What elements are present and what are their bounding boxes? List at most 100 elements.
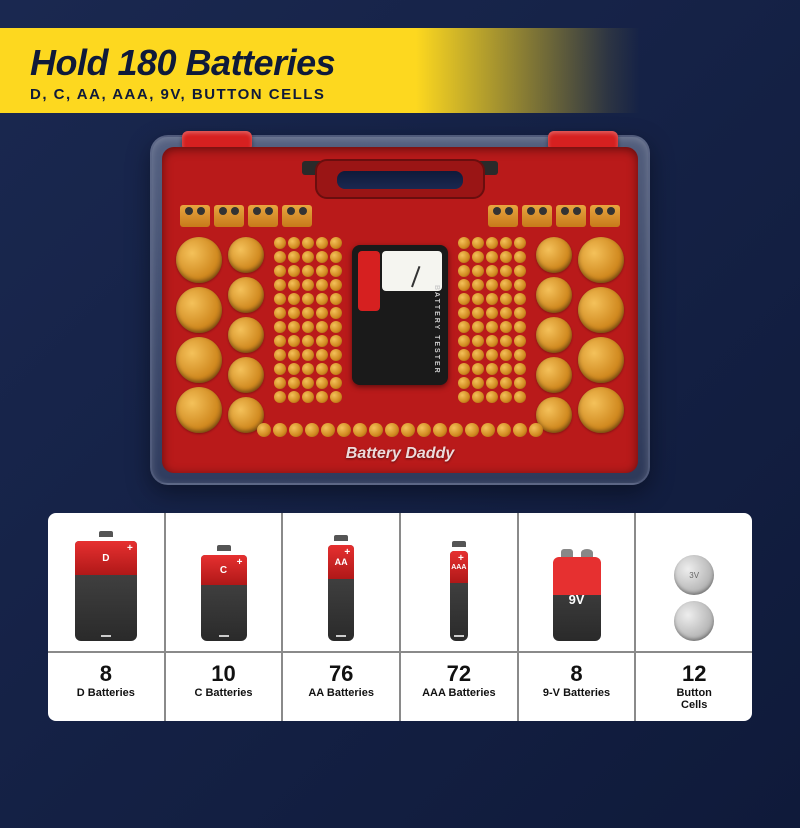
aa-cell-icon (500, 265, 512, 277)
aa-cell-icon (302, 377, 314, 389)
ninev-group (180, 205, 312, 227)
ninev-icon (488, 205, 518, 227)
c-cell-column (228, 237, 264, 433)
aa-cell-icon (288, 307, 300, 319)
brand-label: Battery Daddy (346, 445, 454, 463)
aa-cell-icon (330, 293, 342, 305)
aa-cell-icon (514, 321, 526, 333)
aa-cell-icon (458, 335, 470, 347)
aa-cell-icon (288, 391, 300, 403)
aa-cell-icon (274, 391, 286, 403)
tester-label: BATTERY TESTER (433, 285, 440, 375)
aa-cell-icon (302, 307, 314, 319)
aa-cell-icon (514, 307, 526, 319)
aa-cell-icon (458, 321, 470, 333)
aa-cell-icon (500, 391, 512, 403)
aa-cell-icon (353, 423, 367, 437)
aa-bottom-row (257, 423, 543, 437)
aa-cell-icon (514, 363, 526, 375)
spec-cell-c: + 10 C Batteries (166, 513, 284, 721)
aa-cell-icon (514, 279, 526, 291)
aa-cell-icon (330, 321, 342, 333)
aa-cell-icon (274, 349, 286, 361)
ninev-icon (214, 205, 244, 227)
ninev-icon (248, 205, 278, 227)
aa-cell-icon (316, 335, 328, 347)
aa-cell-icon (316, 321, 328, 333)
aa-cell-icon (500, 279, 512, 291)
aa-cell-icon (316, 265, 328, 277)
ninev-icon (180, 205, 210, 227)
aa-cell-icon (288, 265, 300, 277)
spec-type: C Batteries (168, 687, 280, 699)
aa-cell-icon (274, 251, 286, 263)
ninev-icon (590, 205, 620, 227)
aa-cell-icon (401, 423, 415, 437)
aa-cell-icon (274, 363, 286, 375)
c-cell-icon (228, 357, 264, 393)
aa-cell-icon (321, 423, 335, 437)
aa-grid (458, 237, 526, 403)
spec-type: AAA Batteries (403, 687, 515, 699)
aa-cell-icon (274, 237, 286, 249)
aa-cell-icon (514, 293, 526, 305)
aa-cell-icon (316, 363, 328, 375)
aa-cell-icon (305, 423, 319, 437)
aa-cell-icon (458, 265, 470, 277)
aa-cell-icon (458, 279, 470, 291)
aa-cell-icon (486, 363, 498, 375)
aa-cell-icon (500, 335, 512, 347)
aa-cell-icon (316, 377, 328, 389)
aa-cell-icon (472, 237, 484, 249)
aa-cell-icon (458, 349, 470, 361)
spec-count: 8 (50, 661, 162, 687)
aa-cell-icon (316, 349, 328, 361)
aa-cell-icon (302, 237, 314, 249)
aa-cell-icon (481, 423, 495, 437)
aa-cell-icon (302, 349, 314, 361)
aa-cell-icon (274, 265, 286, 277)
spec-cell-button: 3V 12 Button Cells (636, 513, 752, 721)
aa-cell-icon (330, 377, 342, 389)
aa-cell-icon (472, 377, 484, 389)
c-cell-icon (228, 317, 264, 353)
ninev-label: 9V (569, 592, 585, 607)
aa-cell-icon (330, 279, 342, 291)
ninev-icon (282, 205, 312, 227)
spec-type: 9-V Batteries (521, 687, 633, 699)
aa-cell-icon (514, 251, 526, 263)
aa-cell-icon (288, 251, 300, 263)
aa-cell-icon (330, 251, 342, 263)
aa-cell-icon (385, 423, 399, 437)
aa-cell-icon (302, 391, 314, 403)
ninev-group (488, 205, 620, 227)
d-cell-icon (578, 337, 624, 383)
ninev-icon (522, 205, 552, 227)
aa-cell-icon (472, 391, 484, 403)
aa-cell-icon (288, 279, 300, 291)
aa-cell-icon (472, 265, 484, 277)
c-cell-icon (228, 277, 264, 313)
d-cell-icon (578, 287, 624, 333)
d-cell-icon (176, 237, 222, 283)
aa-cell-icon (514, 377, 526, 389)
aa-cell-icon (316, 237, 328, 249)
aa-cell-icon (449, 423, 463, 437)
spec-table: + 8 D Batteries + 10 C Batteries + 76 AA… (48, 513, 752, 721)
spec-cell-aa: + 76 AA Batteries (283, 513, 401, 721)
battery-d-icon: + (48, 513, 164, 653)
aa-cell-icon (472, 279, 484, 291)
aa-cell-icon (369, 423, 383, 437)
aa-cell-icon (500, 307, 512, 319)
spec-count: 72 (403, 661, 515, 687)
aa-cell-icon (316, 293, 328, 305)
aa-cell-icon (514, 349, 526, 361)
aa-cell-icon (486, 391, 498, 403)
aa-cell-icon (302, 321, 314, 333)
aa-cell-icon (330, 363, 342, 375)
aa-cell-icon (514, 335, 526, 347)
aa-cell-icon (500, 321, 512, 333)
case-interior: BATTERY TESTER Battery Daddy (162, 147, 638, 473)
aa-cell-icon (458, 363, 470, 375)
aa-cell-icon (433, 423, 447, 437)
